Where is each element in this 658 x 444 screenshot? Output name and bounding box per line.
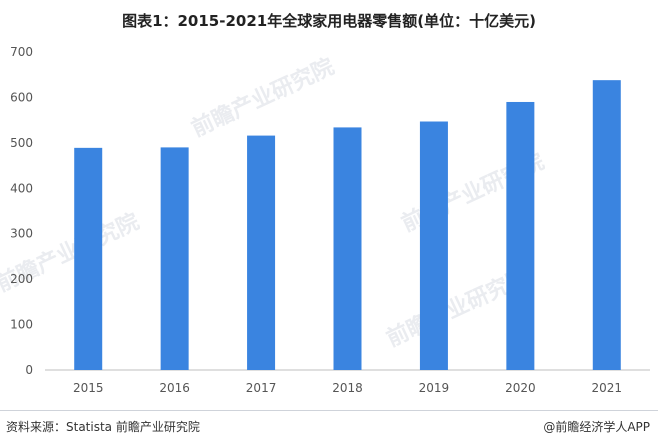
- y-tick-label: 400: [10, 181, 33, 195]
- x-tick-label: 2020: [505, 381, 536, 395]
- x-tick-label: 2019: [419, 381, 450, 395]
- y-tick-label: 600: [10, 90, 33, 104]
- bar-2015: [74, 147, 103, 370]
- bar-2021: [592, 80, 621, 370]
- footer-divider: [0, 410, 658, 411]
- x-tick-label: 2016: [159, 381, 190, 395]
- bar-chart: 0 100 200 300 400 500 600 700 2015 2016 2017 2018 20…: [10, 45, 650, 395]
- bar-2016: [160, 147, 189, 370]
- y-tick-label: 100: [10, 318, 33, 332]
- y-tick-label: 200: [10, 272, 33, 286]
- source-note: 资料来源：Statista 前瞻产业研究院: [6, 420, 200, 434]
- y-tick-label: 0: [25, 363, 33, 377]
- y-tick-label: 500: [10, 136, 33, 150]
- brand-credit: @前瞻经济学人APP: [543, 420, 650, 434]
- y-tick-label: 700: [10, 45, 33, 59]
- y-tick-label: 300: [10, 227, 33, 241]
- x-tick-label: 2017: [246, 381, 277, 395]
- bar-2020: [506, 101, 535, 370]
- bar-2018: [333, 127, 362, 370]
- x-tick-label: 2021: [592, 381, 623, 395]
- x-tick-label: 2015: [73, 381, 104, 395]
- bar-2019: [419, 121, 448, 371]
- chart-title: 图表1：2015-2021年全球家用电器零售额(单位：十亿美元): [122, 12, 536, 30]
- bar-2017: [247, 135, 276, 370]
- x-tick-label: 2018: [332, 381, 363, 395]
